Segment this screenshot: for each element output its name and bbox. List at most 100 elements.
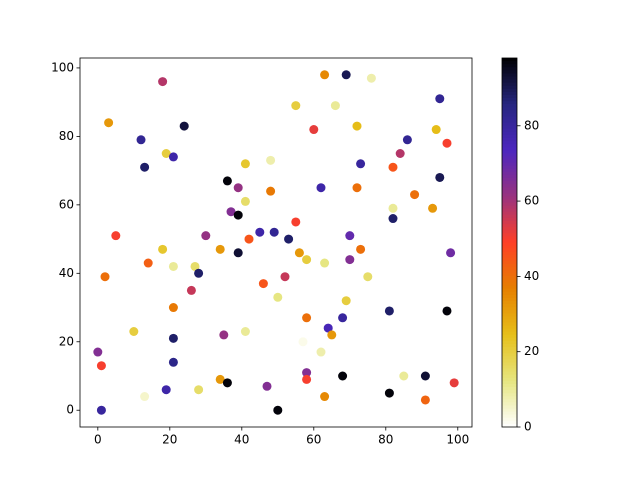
scatter-point — [158, 244, 168, 254]
colorbar-segment — [502, 193, 517, 197]
colorbar-segment — [502, 380, 517, 385]
colorbar-segment — [502, 125, 517, 130]
colorbar-segment — [502, 202, 517, 207]
colorbar-segment — [502, 359, 517, 364]
scatter-point — [266, 155, 276, 165]
scatter-point — [388, 203, 398, 213]
scatter-point — [345, 255, 355, 265]
y-tick-label: 80 — [59, 129, 74, 143]
colorbar-segment — [502, 245, 517, 250]
scatter-point — [384, 388, 394, 398]
colorbar-segment — [502, 137, 517, 142]
scatter-point — [111, 231, 121, 241]
colorbar-segment — [502, 411, 517, 416]
scatter-point — [366, 73, 376, 83]
scatter-point — [302, 313, 312, 323]
scatter-point — [104, 118, 114, 128]
colorbar-segment — [502, 110, 517, 114]
scatter-point — [388, 162, 398, 172]
colorbar-tick-label: 80 — [524, 118, 539, 132]
colorbar-segment — [502, 368, 517, 373]
scatter-point — [136, 135, 146, 145]
scatter-point — [100, 272, 110, 282]
scatter-point — [345, 231, 355, 241]
colorbar-segment — [502, 423, 517, 428]
colorbar-segment — [502, 153, 517, 157]
scatter-point — [143, 258, 153, 268]
colorbar-segment — [502, 230, 517, 234]
scatter-point — [356, 159, 366, 169]
colorbar-segment — [502, 353, 517, 357]
scatter-point — [338, 371, 348, 381]
colorbar-segment — [502, 374, 517, 379]
scatter-point — [96, 405, 106, 415]
colorbar-segment — [502, 383, 517, 388]
scatter-point — [168, 303, 178, 313]
colorbar-segment — [502, 190, 517, 194]
axes-frame — [79, 57, 473, 428]
colorbar-segment — [502, 313, 517, 317]
scatter-point — [309, 125, 319, 135]
colorbar-segment — [502, 224, 517, 228]
colorbar-segment — [502, 122, 517, 127]
colorbar-segment — [502, 282, 517, 287]
scatter-point — [240, 196, 250, 206]
scatter-point — [435, 94, 445, 104]
colorbar-segment — [502, 239, 517, 244]
scatter-point — [294, 248, 304, 258]
colorbar-segment — [502, 174, 517, 179]
scatter-point — [363, 272, 373, 282]
scatter-point — [420, 371, 430, 381]
scatter-point — [222, 176, 232, 186]
colorbar-segment — [502, 343, 517, 348]
colorbar-segment — [502, 217, 517, 222]
y-tick-label: 100 — [51, 60, 74, 74]
scatter-point — [330, 101, 340, 111]
colorbar-segment — [502, 147, 517, 151]
colorbar-frame — [501, 57, 518, 428]
colorbar-segment — [502, 162, 517, 167]
scatter-point — [266, 186, 276, 196]
colorbar-segment — [502, 310, 517, 314]
colorbar-segment — [502, 307, 517, 311]
colorbar-tick-label: 20 — [524, 344, 539, 358]
scatter-point — [323, 323, 333, 333]
colorbar-segment — [502, 165, 517, 170]
scatter-point — [428, 203, 438, 213]
scatter-point — [219, 330, 229, 340]
colorbar-segment — [502, 70, 517, 74]
scatter-point — [356, 244, 366, 254]
x-tick-label: 40 — [234, 433, 249, 447]
scatter-point — [298, 337, 308, 347]
scatter-point — [320, 70, 330, 80]
scatter-point — [168, 333, 178, 343]
scatter-point — [96, 361, 106, 371]
colorbar-segment — [502, 211, 517, 216]
colorbar-segment — [502, 340, 517, 345]
colorbar-segment — [502, 233, 517, 237]
colorbar-segment — [502, 325, 517, 330]
colorbar-segment — [502, 171, 517, 176]
colorbar-segment — [502, 187, 517, 191]
colorbar-segment — [502, 58, 517, 62]
scatter-point — [384, 306, 394, 316]
colorbar-segment — [502, 85, 517, 90]
colorbar-tick-label: 40 — [524, 269, 539, 283]
x-tick-label: 60 — [306, 433, 321, 447]
colorbar-segment — [502, 251, 517, 256]
colorbar-segment — [502, 405, 517, 410]
colorbar-segment — [502, 276, 517, 280]
colorbar-segment — [502, 61, 517, 65]
scatter-point — [273, 292, 283, 302]
scatter-point — [186, 285, 196, 295]
colorbar-segment — [502, 67, 517, 71]
scatter-point — [168, 357, 178, 367]
colorbar-segment — [502, 334, 517, 339]
y-tick-label: 0 — [66, 403, 74, 417]
scatter-point — [431, 125, 441, 135]
scatter-point — [316, 347, 326, 357]
scatter-point — [201, 231, 211, 241]
scatter-point — [410, 190, 420, 200]
colorbar-segment — [502, 196, 517, 201]
